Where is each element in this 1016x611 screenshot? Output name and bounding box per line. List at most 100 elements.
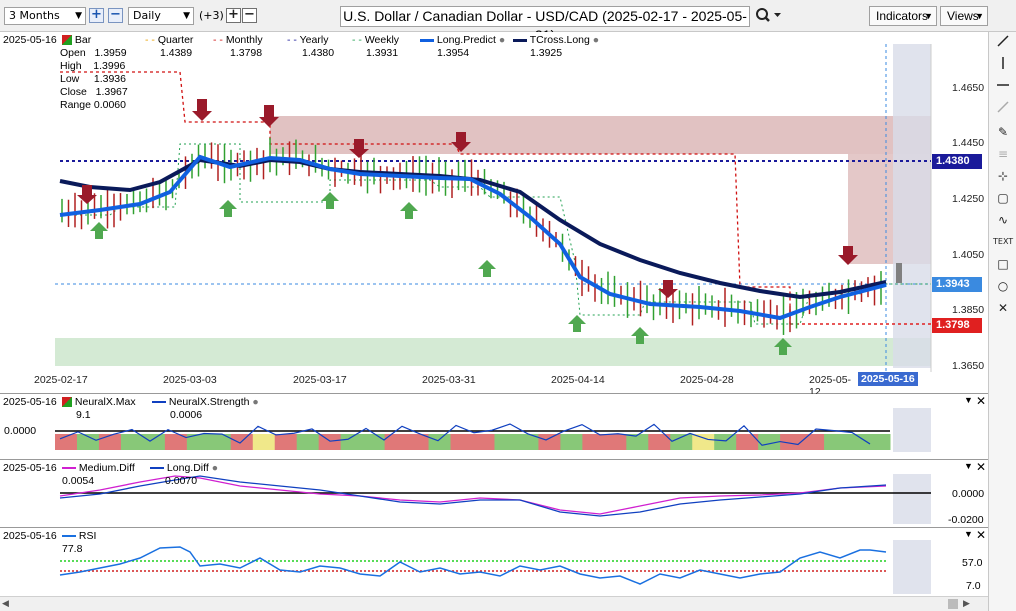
callout-tool-icon[interactable]: ▢ — [997, 191, 1009, 205]
neuralx-bar — [142, 434, 166, 450]
long-predict-line — [59, 154, 887, 321]
neuralx-date: 2025-05-16 — [3, 396, 57, 408]
medium-diff-value: 0.0054 — [62, 475, 95, 487]
neuralx-panel[interactable]: 2025-05-16 NeuralX.Max 9.1 NeuralX.Stren… — [0, 394, 990, 460]
legend-quarter-value: 1.4389 — [160, 47, 193, 59]
bar-label: Bar — [74, 34, 92, 46]
neuralx-max-legend: NeuralX.Max — [62, 396, 136, 408]
neuralx-y-tick: 0.0000 — [4, 425, 37, 437]
interval-select[interactable]: Daily ▼ — [128, 7, 194, 25]
rsi-y-tick: 57.0 — [962, 557, 983, 569]
trendline-tool-icon[interactable] — [993, 34, 1013, 54]
panel-menu-icon[interactable]: ▼ — [964, 461, 973, 471]
main-date: 2025-05-16 — [3, 34, 57, 46]
chevron-down-icon: ▼ — [975, 11, 984, 21]
diff-panel[interactable]: 2025-05-16 Medium.Diff 0.0054 Long.Diff … — [0, 460, 990, 528]
bar-icon — [62, 35, 72, 46]
weekly-step — [60, 143, 931, 325]
diff-chart — [59, 474, 931, 524]
chevron-down-icon: ▼ — [924, 11, 933, 21]
close-icon[interactable]: ✕ — [976, 394, 987, 408]
minus-icon: − — [244, 7, 255, 22]
legend-tcross-long-value: 1.3925 — [530, 47, 563, 59]
search-button[interactable] — [754, 7, 786, 25]
neuralx-bar — [824, 434, 847, 450]
price-panel[interactable]: 2025-05-16 Bar Open 1.3959 High 1.3996 L… — [0, 32, 990, 398]
long-diff-legend: Long.Diff ● — [150, 462, 218, 474]
scroll-thumb[interactable] — [948, 599, 958, 609]
panel-menu-icon[interactable]: ▼ — [964, 395, 973, 405]
scroll-right-icon[interactable]: ▶ — [963, 599, 970, 609]
legend-yearly: - - Yearly — [287, 34, 329, 46]
crosshair-tool-icon[interactable]: ⊹ — [997, 169, 1009, 183]
brush-tool-icon[interactable]: ✎ — [997, 125, 1009, 139]
fib-tool-icon[interactable]: ≡ — [997, 147, 1009, 161]
legend-monthly: - - Monthly — [213, 34, 263, 46]
wave-tool-icon[interactable]: ∿ — [997, 213, 1009, 227]
panel-menu-icon[interactable]: ▼ — [964, 529, 973, 539]
search-icon — [756, 8, 781, 22]
symbol-title[interactable]: U.S. Dollar / Canadian Dollar - USD/CAD … — [340, 6, 750, 43]
range-value: 3 Months — [9, 9, 60, 22]
plus-icon: + — [228, 7, 239, 22]
neuralx-bar — [76, 434, 100, 450]
forecast-area — [893, 44, 931, 368]
y-tick: 1.3650 — [952, 360, 985, 372]
range-select[interactable]: 3 Months ▼ — [4, 7, 86, 25]
legend-name: RSI — [78, 530, 97, 542]
neuralx-bar — [472, 434, 495, 450]
vertical-line-tool-icon[interactable] — [993, 56, 1013, 76]
chevron-down-icon: ▼ — [183, 11, 190, 21]
views-menu[interactable]: Views ▼ — [940, 6, 988, 26]
high-value: 1.3996 — [93, 60, 126, 72]
close-icon[interactable]: ✕ — [976, 460, 987, 474]
support-zone — [55, 338, 931, 366]
low-value: 1.3936 — [93, 73, 126, 85]
neuralx-bar — [736, 434, 759, 450]
close-value: 1.3967 — [95, 86, 128, 98]
zoom-out-button[interactable]: − — [108, 8, 123, 23]
neuralx-bar — [428, 434, 452, 450]
rectangle-tool-icon[interactable]: □ — [997, 257, 1009, 271]
neuralx-bar — [274, 434, 298, 450]
neuralx-max-value: 9.1 — [76, 409, 91, 421]
diff-y-tick: -0.0200 — [948, 514, 984, 526]
scroll-left-icon[interactable]: ◀ — [2, 599, 9, 609]
x-tick: 2025-03-03 — [163, 374, 217, 386]
neuralx-bar — [758, 434, 781, 450]
neuralx-bar — [846, 434, 869, 450]
ray-tool-icon[interactable] — [993, 100, 1013, 120]
remove-overlay-button[interactable]: − — [242, 8, 257, 23]
neuralx-bar — [780, 434, 803, 450]
neuralx-bar — [164, 434, 188, 450]
drawing-toolbar: ✎ ≡ ⊹ ▢ ∿ TEXT □ ○ ✕ — [988, 32, 1016, 611]
neuralx-bar — [868, 434, 891, 450]
legend-long-predict-value: 1.3954 — [437, 47, 470, 59]
resistance-zone — [270, 116, 931, 154]
range-label: Range — [60, 99, 91, 111]
neuralx-bar — [714, 434, 737, 450]
long-diff-value: 0.0070 — [165, 475, 198, 487]
range-value: 0.0060 — [93, 99, 126, 111]
legend-name: NeuralX.Max — [74, 396, 136, 408]
text-tool-icon[interactable]: TEXT — [993, 237, 1014, 246]
legend-tcross-long: TCross.Long ● — [513, 34, 599, 46]
horizontal-scrollbar[interactable]: ◀ ▶ — [0, 596, 990, 611]
neuralx-bar — [670, 434, 693, 450]
medium-diff-legend: Medium.Diff — [62, 462, 135, 474]
indicators-menu[interactable]: Indicators ▼ — [869, 6, 937, 26]
rsi-panel[interactable]: 2025-05-16 RSI 77.8 57.0 7.0 ▼ ✕ — [0, 528, 990, 596]
rsi-chart — [59, 540, 931, 594]
price-chart — [55, 44, 932, 372]
plus-icon: + — [91, 7, 102, 22]
neuralx-bar — [230, 434, 254, 450]
zoom-in-button[interactable]: + — [89, 8, 104, 23]
ellipse-tool-icon[interactable]: ○ — [997, 279, 1009, 293]
sell-signals — [77, 99, 858, 298]
delete-drawing-icon[interactable]: ✕ — [997, 301, 1009, 315]
neuralx-bar — [252, 434, 276, 450]
neuralx-bar — [98, 434, 122, 450]
add-overlay-button[interactable]: + — [226, 8, 241, 23]
close-icon[interactable]: ✕ — [976, 528, 987, 542]
horizontal-line-tool-icon[interactable] — [993, 78, 1013, 98]
